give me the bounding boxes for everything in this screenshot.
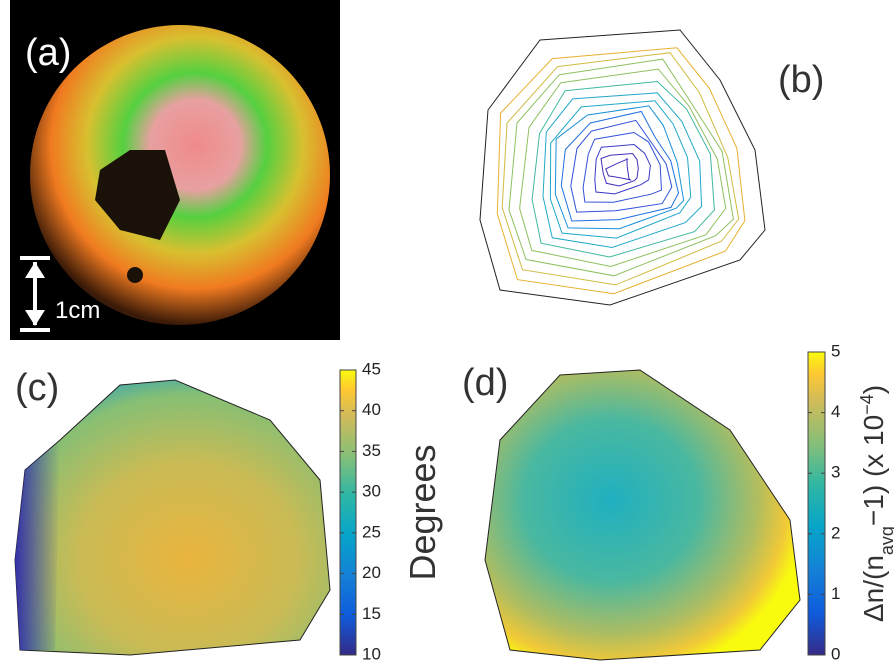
index-map: [485, 370, 800, 660]
colorbar-label-part: −4: [857, 394, 877, 415]
contour-line: [502, 53, 739, 285]
colorbar-label-part: avg: [877, 526, 894, 555]
colorbar-tick-label: 30: [362, 482, 381, 501]
colorbar-tick-label: 4: [831, 402, 840, 421]
photo-sample: [30, 25, 330, 325]
colorbar-tick-label: 10: [362, 644, 381, 662]
colorbar-tick-label: 2: [831, 523, 840, 542]
colorbar-label: Degrees: [402, 444, 443, 580]
colorbar-tick-label: 35: [362, 441, 381, 460]
colorbar-tick-label: 0: [831, 644, 840, 662]
contour-line: [550, 101, 690, 238]
contour-line: [595, 145, 651, 194]
colorbar-label-part: −1) (x 10: [858, 415, 889, 526]
contour-plot: [480, 30, 765, 305]
angle-map: [15, 380, 330, 655]
angle-map-edge: [15, 440, 60, 650]
contour-line: [606, 159, 631, 180]
panel-label: (b): [778, 59, 824, 101]
colorbar-label-part: Δn/(n: [858, 555, 889, 622]
colorbar-tick-label: 25: [362, 522, 381, 541]
colorbar: [340, 370, 356, 655]
colorbar-tick-label: 15: [362, 604, 381, 623]
colorbar-label-part: ): [858, 385, 889, 394]
colorbar-label: Δn/(navg−1) (x 10−4): [857, 385, 894, 622]
colorbar-tick-label: 20: [362, 563, 381, 582]
contour-line: [532, 82, 714, 258]
panel-label: (c): [15, 367, 59, 409]
contour-boundary: [480, 30, 765, 305]
colorbar-tick-label: 5: [831, 341, 840, 360]
colorbar-tick-label: 40: [362, 400, 381, 419]
colorbar-tick-label: 3: [831, 463, 840, 482]
colorbar: [808, 352, 825, 655]
scale-bar-label: 1cm: [55, 297, 100, 324]
colorbar-tick-label: 1: [831, 584, 840, 603]
figure: 1cm (a) (b) (c) (d) 1015202530354045Degr…: [0, 0, 894, 662]
photo-inclusion: [127, 267, 143, 283]
panel-label: (d): [462, 362, 508, 404]
colorbar-tick-label: 45: [362, 359, 381, 378]
panel-label: (a): [25, 32, 71, 74]
contour-line: [561, 112, 678, 222]
